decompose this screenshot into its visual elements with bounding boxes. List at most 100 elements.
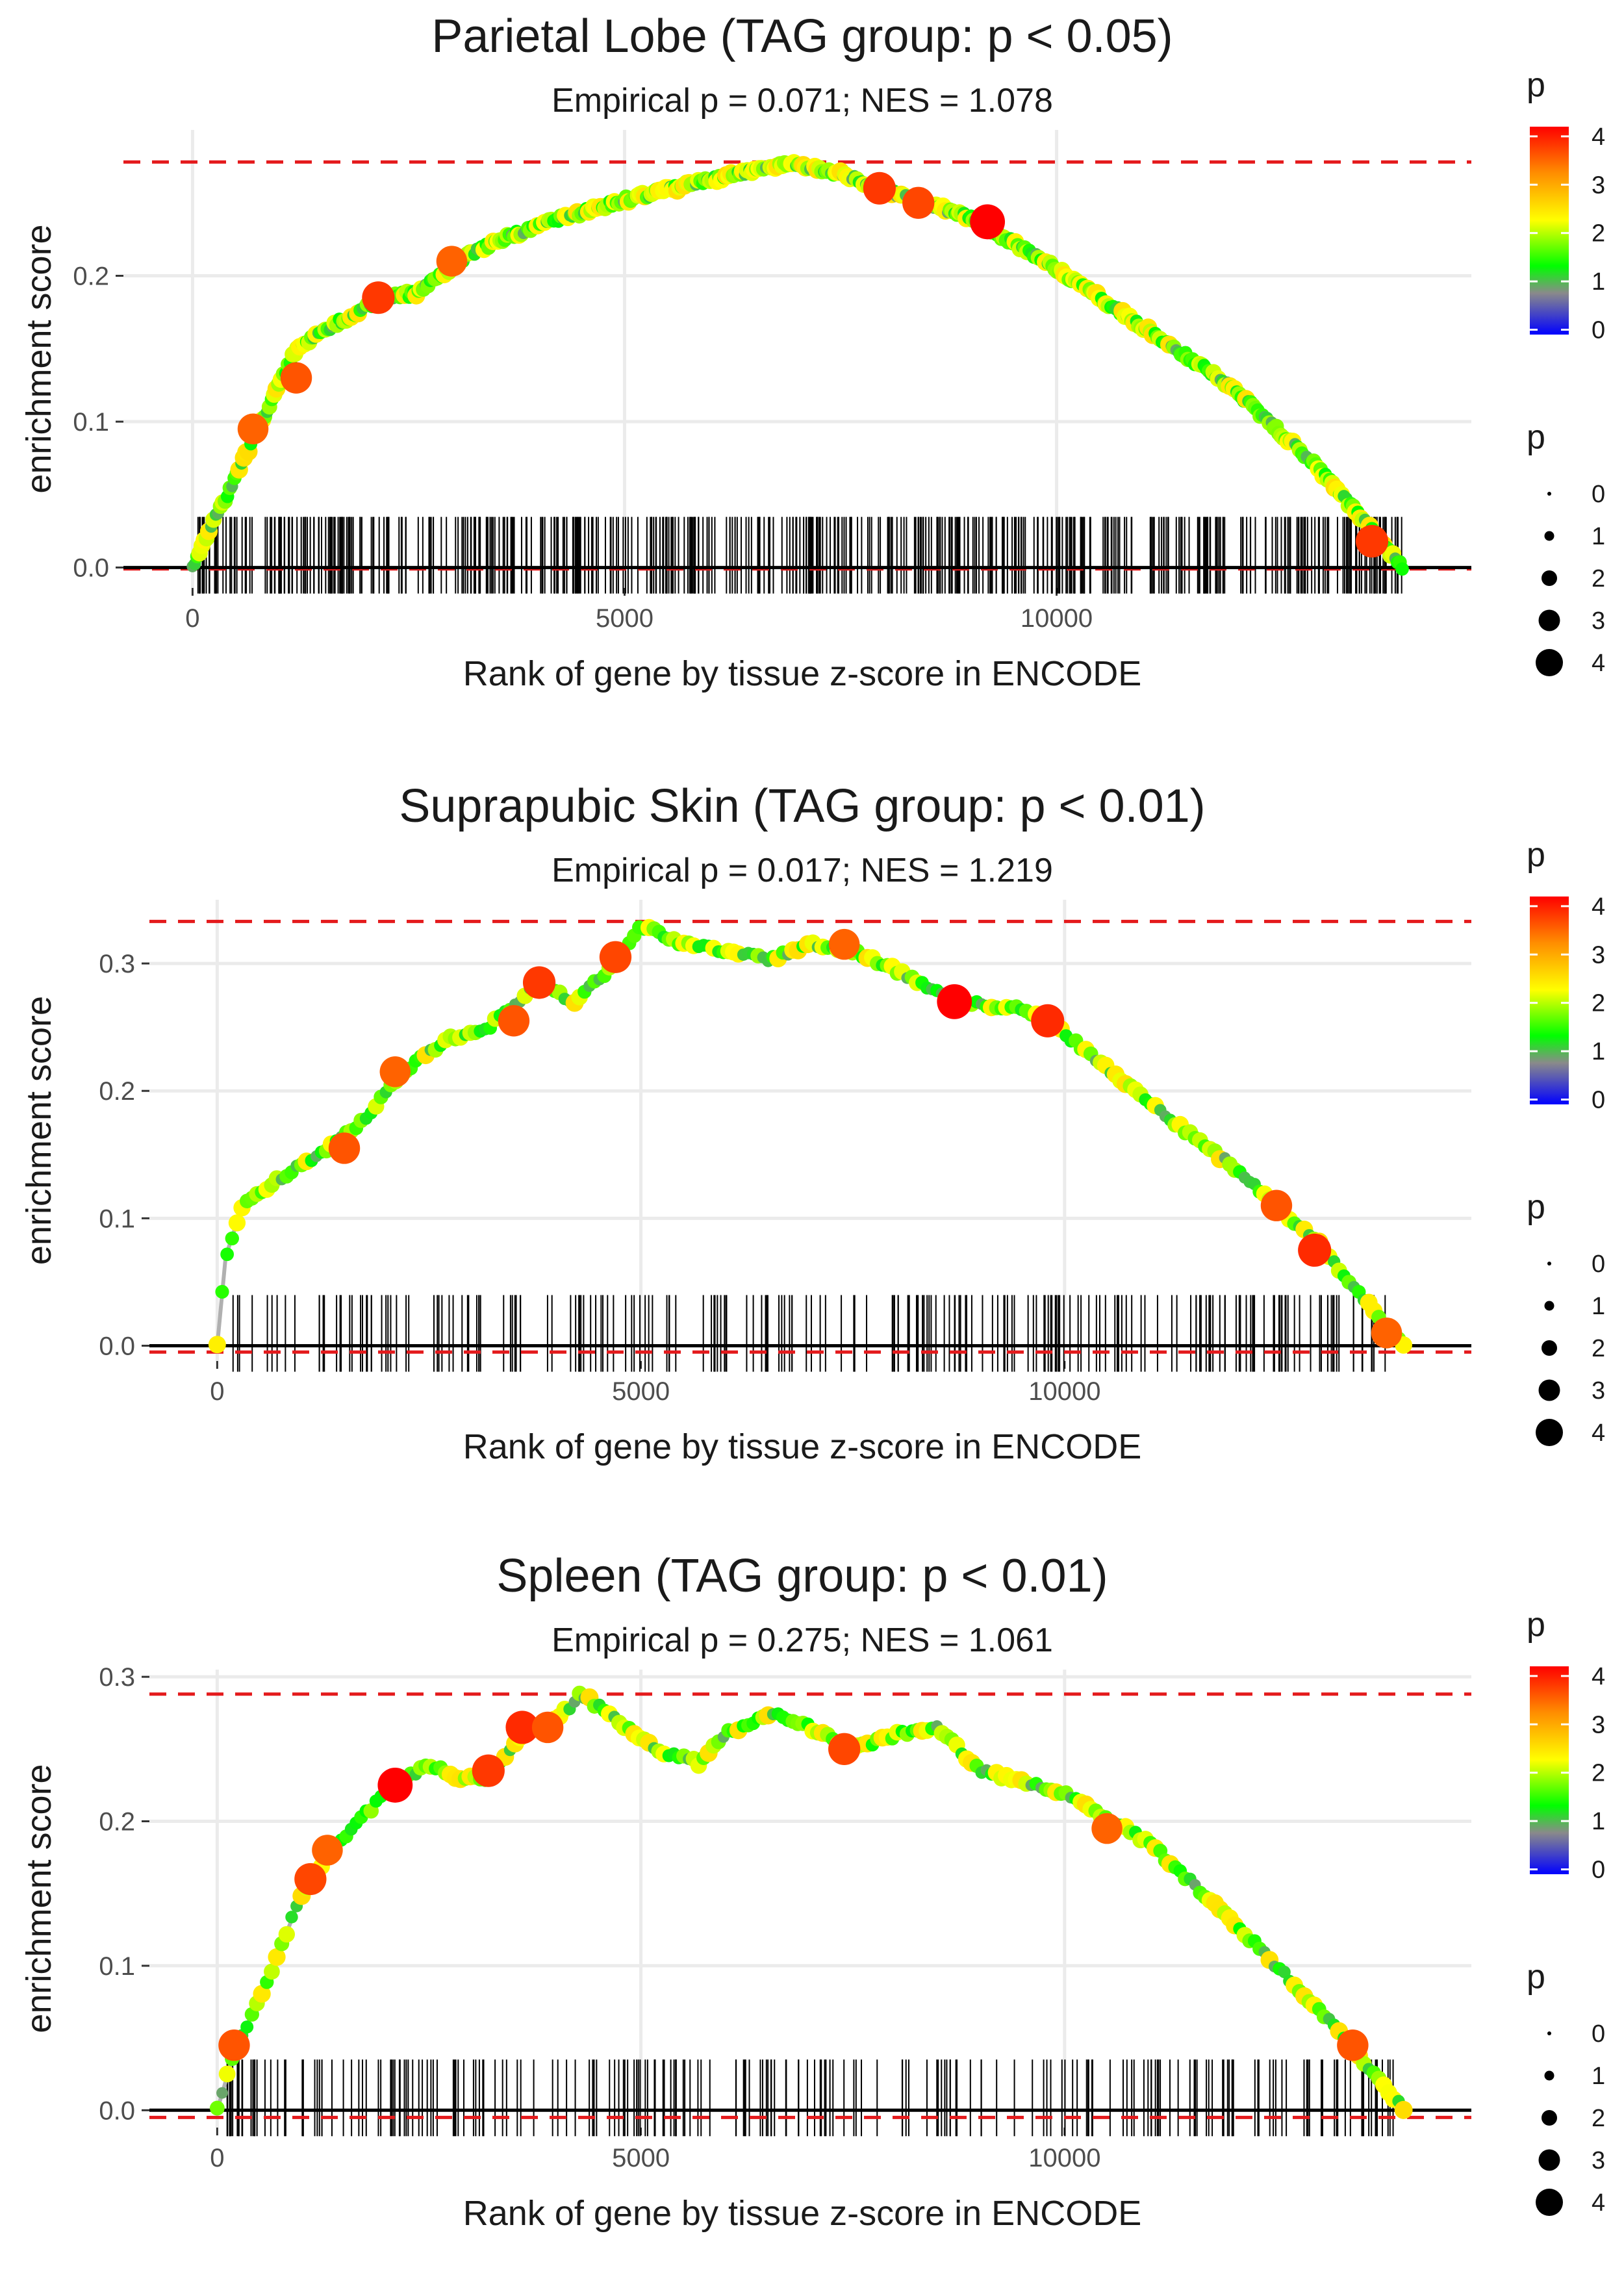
es-point xyxy=(225,1231,239,1246)
x-tick-label: 5000 xyxy=(596,604,653,633)
es-point-significant xyxy=(863,172,896,205)
es-point-significant xyxy=(294,1863,327,1896)
legend: p 0 1 2 3 4 p 0 1 2 3 4 xyxy=(1527,836,1605,1447)
es-point-significant xyxy=(498,1005,530,1037)
color-bar xyxy=(1530,897,1569,1104)
y-tick-label: 0.1 xyxy=(99,1204,135,1233)
es-point xyxy=(209,2100,225,2116)
color-bar xyxy=(1530,127,1569,335)
x-tick-label: 5000 xyxy=(612,2144,670,2172)
es-point-significant xyxy=(218,2029,250,2061)
panel-title: Suprapubic Skin (TAG group: p < 0.01) xyxy=(399,780,1205,832)
size-legend-label: 3 xyxy=(1592,2147,1605,2174)
size-legend-title: p xyxy=(1527,418,1545,456)
color-bar-label: 0 xyxy=(1592,1857,1605,1884)
panel-3: Spleen (TAG group: p < 0.01) Empirical p … xyxy=(19,1550,1605,2233)
panel-subtitle: Empirical p = 0.071; NES = 1.078 xyxy=(552,82,1053,120)
color-bar-label: 2 xyxy=(1592,220,1605,248)
y-tick-label: 0.2 xyxy=(73,262,109,291)
es-curve-line xyxy=(215,1691,1405,2112)
panel-2: Suprapubic Skin (TAG group: p < 0.01) Emp… xyxy=(19,780,1605,1466)
x-tick-label: 5000 xyxy=(612,1377,670,1406)
y-tick-label: 0.1 xyxy=(73,408,109,437)
color-legend-title: p xyxy=(1527,1606,1545,1644)
panel-title: Parietal Lobe (TAG group: p < 0.05) xyxy=(431,10,1173,62)
es-point xyxy=(240,2020,254,2034)
size-legend-label: 0 xyxy=(1592,1251,1605,1278)
size-legend-dot xyxy=(1547,1262,1551,1266)
es-points xyxy=(186,154,1409,576)
es-point-significant xyxy=(1091,1813,1123,1844)
es-point xyxy=(278,1926,296,1943)
es-points xyxy=(208,919,1412,1354)
size-legend-dot xyxy=(1536,2189,1563,2216)
color-bar-label: 1 xyxy=(1592,268,1605,296)
color-bar-label: 2 xyxy=(1592,990,1605,1017)
y-axis-title: enrichment score xyxy=(19,996,58,1265)
es-point-significant xyxy=(937,984,972,1019)
size-legend-label: 0 xyxy=(1592,2020,1605,2048)
color-bar-label: 1 xyxy=(1592,1038,1605,1065)
panel-subtitle: Empirical p = 0.275; NES = 1.061 xyxy=(552,1622,1053,1659)
es-curve-line xyxy=(190,161,1404,569)
x-axis-title: Rank of gene by tissue z-score in ENCODE xyxy=(463,1427,1141,1466)
es-point-significant xyxy=(828,928,860,960)
y-axis-title: enrichment score xyxy=(19,1764,58,2033)
size-legend-label: 2 xyxy=(1592,1335,1605,1362)
es-point xyxy=(285,1911,298,1924)
size-legend-label: 1 xyxy=(1592,2063,1605,2090)
size-legend-label: 4 xyxy=(1592,2189,1605,2217)
color-bar-label: 0 xyxy=(1592,317,1605,344)
es-point-significant xyxy=(328,1132,361,1164)
legend: p 0 1 2 3 4 p 0 1 2 3 4 xyxy=(1527,1606,1605,2217)
panel-1: Parietal Lobe (TAG group: p < 0.05) Empir… xyxy=(19,10,1605,693)
color-bar-label: 0 xyxy=(1592,1087,1605,1114)
legend: p 0 1 2 3 4 p 0 1 2 3 4 xyxy=(1527,66,1605,677)
size-legend-dot xyxy=(1547,492,1551,496)
es-points xyxy=(209,1685,1413,2119)
x-tick-label: 10000 xyxy=(1028,2144,1100,2172)
es-point xyxy=(253,1985,271,2003)
es-point-significant xyxy=(1371,1317,1402,1349)
es-point-significant xyxy=(505,1711,539,1744)
size-legend-dot xyxy=(1538,1379,1560,1401)
size-legend-label: 4 xyxy=(1592,1419,1605,1447)
color-bar-label: 4 xyxy=(1592,1663,1605,1690)
es-point xyxy=(228,1214,246,1232)
x-tick-label: 10000 xyxy=(1021,604,1093,633)
color-bar-label: 1 xyxy=(1592,1808,1605,1835)
x-axis-title: Rank of gene by tissue z-score in ENCODE xyxy=(463,654,1141,693)
size-legend-label: 0 xyxy=(1592,481,1605,508)
es-point xyxy=(218,2065,236,2083)
x-tick-label: 0 xyxy=(210,2144,224,2172)
es-point-significant xyxy=(828,1733,861,1765)
es-point xyxy=(1394,2100,1413,2119)
es-point-significant xyxy=(1337,2029,1369,2061)
es-point-significant xyxy=(1260,1189,1293,1221)
x-axis-title: Rank of gene by tissue z-score in ENCODE xyxy=(463,2194,1141,2233)
size-legend-label: 4 xyxy=(1592,650,1605,677)
y-tick-label: 0.3 xyxy=(99,950,135,978)
size-legend-dot xyxy=(1536,1419,1563,1446)
x-tick-label: 0 xyxy=(210,1377,224,1406)
size-legend-dot xyxy=(1544,1301,1554,1311)
panel-subtitle: Empirical p = 0.017; NES = 1.219 xyxy=(552,852,1053,889)
y-tick-label: 0.2 xyxy=(99,1808,135,1837)
color-bar xyxy=(1530,1666,1569,1874)
x-tick-label: 10000 xyxy=(1028,1377,1100,1406)
hit-ticks xyxy=(232,1295,1386,1372)
size-legend-dot xyxy=(1542,570,1557,586)
es-point xyxy=(220,1247,235,1262)
es-point-significant xyxy=(970,204,1006,240)
es-point-significant xyxy=(1355,525,1389,558)
size-legend-label: 3 xyxy=(1592,1377,1605,1405)
es-point-significant xyxy=(362,281,395,314)
es-point-significant xyxy=(599,941,632,973)
size-legend-dot xyxy=(1538,609,1560,631)
es-point-significant xyxy=(1298,1233,1332,1267)
color-bar-label: 3 xyxy=(1592,1711,1605,1738)
y-tick-label: 0.3 xyxy=(99,1663,135,1692)
size-legend-dot xyxy=(1538,2149,1560,2171)
size-legend-label: 1 xyxy=(1592,1293,1605,1320)
